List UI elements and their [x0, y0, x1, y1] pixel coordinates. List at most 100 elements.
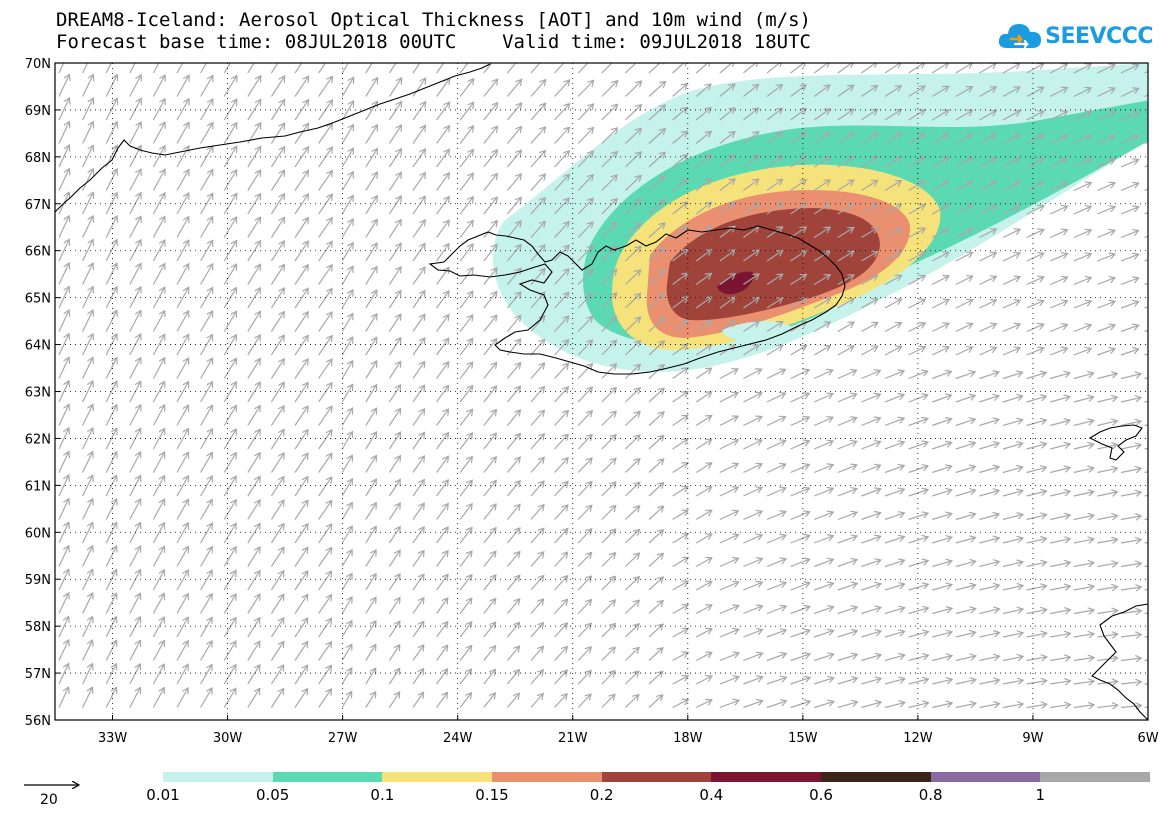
- wind-arrow: [837, 607, 857, 615]
- wind-arrow: [459, 551, 471, 567]
- wind-arrow: [979, 680, 999, 685]
- wind-arrow: [436, 362, 449, 379]
- colorbar-label: 1: [1035, 786, 1046, 804]
- wind-arrow: [1002, 372, 1022, 380]
- longitude-label: 15W: [788, 731, 818, 746]
- wind-arrow: [577, 482, 591, 497]
- wind-arrow: [837, 299, 854, 309]
- latitude-label: 67N: [25, 198, 51, 213]
- wind-arrow: [270, 430, 283, 450]
- wind-arrow: [1026, 277, 1044, 286]
- wind-arrow: [577, 600, 591, 614]
- wind-arrow: [1097, 159, 1114, 168]
- wind-arrow: [1026, 610, 1047, 615]
- wind-arrow: [388, 622, 399, 638]
- wind-arrow: [577, 694, 590, 708]
- wind-arrow: [979, 63, 995, 74]
- wind-arrow: [388, 503, 400, 520]
- wind-arrow: [483, 481, 496, 497]
- wind-arrow: [341, 668, 351, 685]
- wind-arrow: [129, 217, 141, 238]
- wind-arrow: [624, 294, 640, 309]
- wind-arrow: [884, 418, 904, 427]
- wind-arrow: [672, 321, 688, 332]
- wind-arrow: [1120, 563, 1141, 566]
- wind-arrow: [247, 453, 260, 473]
- wind-arrow: [601, 671, 615, 685]
- wind-arrow: [459, 339, 472, 356]
- wind-arrow: [908, 442, 928, 450]
- wind-arrow: [624, 176, 640, 191]
- wind-arrow: [648, 153, 665, 168]
- wind-arrow: [672, 581, 688, 591]
- wind-arrow: [624, 129, 641, 144]
- wind-arrow: [483, 693, 495, 708]
- wind-arrow: [341, 290, 352, 309]
- wind-arrow: [436, 646, 448, 661]
- wind-arrow: [837, 394, 856, 403]
- wind-arrow: [1050, 705, 1070, 708]
- wind-arrow: [176, 618, 188, 638]
- wind-arrow: [223, 265, 236, 285]
- wind-arrow: [932, 490, 951, 497]
- wind-arrow: [814, 654, 833, 662]
- wind-arrow: [932, 466, 951, 474]
- wind-arrow: [341, 456, 352, 473]
- wind-arrow: [58, 334, 69, 356]
- colorbar-swatch: [601, 772, 712, 782]
- wind-arrow: [1002, 182, 1020, 192]
- wind-arrow: [105, 452, 116, 473]
- wind-arrow: [648, 672, 662, 685]
- wind-arrow: [247, 595, 260, 614]
- wind-arrow: [1073, 325, 1091, 333]
- wind-arrow: [577, 364, 592, 379]
- wind-arrow: [648, 105, 665, 121]
- wind-arrow: [530, 293, 544, 309]
- wind-arrow: [223, 406, 236, 426]
- wind-arrow: [129, 641, 140, 661]
- wind-arrow: [884, 371, 904, 380]
- wind-arrow: [294, 642, 307, 661]
- wind-arrow: [672, 84, 687, 97]
- wind-arrow: [624, 624, 638, 638]
- wind-arrow: [459, 292, 472, 309]
- wind-arrow: [82, 546, 93, 567]
- wind-arrow: [223, 500, 236, 520]
- wind-arrow: [341, 479, 352, 497]
- wind-arrow: [790, 346, 807, 356]
- wind-arrow: [955, 467, 975, 474]
- wind-arrow: [695, 463, 711, 474]
- wind-arrow: [341, 574, 352, 591]
- wind-arrow: [1120, 516, 1141, 519]
- wind-arrow: [577, 199, 593, 215]
- wind-arrow: [82, 63, 89, 74]
- wind-arrow: [955, 300, 972, 309]
- wind-arrow: [1097, 349, 1114, 356]
- wind-arrow: [436, 669, 448, 685]
- wind-arrow: [1144, 306, 1148, 309]
- wind-arrow: [1002, 87, 1020, 98]
- wind-arrow: [884, 323, 901, 333]
- wind-arrow: [1097, 183, 1114, 192]
- wind-arrow: [1002, 111, 1020, 121]
- wind-arrow: [932, 585, 951, 591]
- aot-plume: [493, 63, 1148, 372]
- colorbar-swatch: [821, 772, 932, 782]
- wind-arrow: [1073, 634, 1094, 637]
- wind-arrow: [1073, 64, 1091, 74]
- wind-arrow: [955, 205, 972, 215]
- wind-arrow: [483, 316, 497, 332]
- wind-arrow: [436, 150, 450, 168]
- wind-arrow: [82, 523, 93, 544]
- wind-arrow: [530, 434, 544, 450]
- wind-arrow: [1050, 562, 1070, 568]
- iceland-coast: [428, 225, 846, 375]
- wind-arrow: [648, 223, 664, 238]
- wind-arrow: [979, 491, 998, 497]
- wind-arrow: [365, 102, 377, 121]
- wind-arrow: [837, 560, 857, 568]
- wind-arrow: [932, 514, 951, 521]
- wind-arrow: [176, 194, 189, 215]
- wind-arrow: [1073, 88, 1091, 98]
- wind-arrow: [813, 299, 830, 309]
